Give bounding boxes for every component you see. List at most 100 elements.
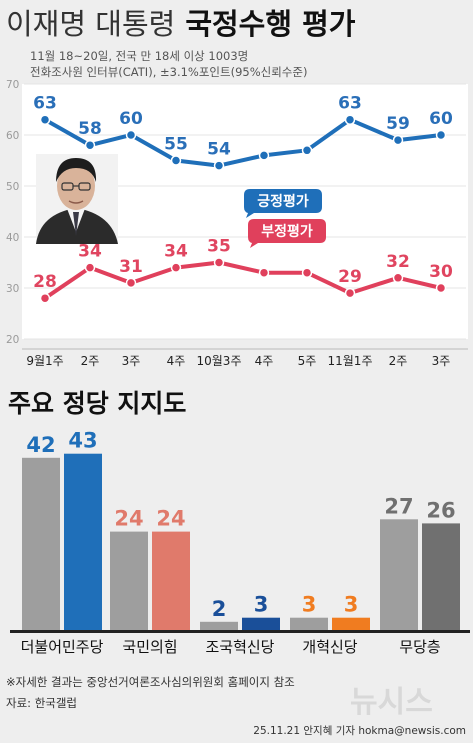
positive-point — [344, 114, 356, 125]
legend-positive: 긍정평가 — [244, 189, 322, 218]
positive-data-label: 55 — [164, 135, 188, 155]
positive-point — [213, 160, 225, 171]
bar-value-label: 3 — [302, 593, 317, 617]
positive-data-label: 54 — [207, 140, 231, 160]
bar-value-label: 3 — [344, 593, 359, 617]
x-tick-label: 4주 — [255, 354, 274, 368]
survey-line-2: 전화조사원 인터뷰(CATI), ±3.1%포인트(95%신뢰수준) — [30, 65, 307, 79]
x-tick-label: 4주 — [167, 354, 186, 368]
bar-value-label: 2 — [212, 597, 227, 621]
footer-credit: 25.11.21 안지혜 기자 hokma@newsis.com — [253, 725, 466, 737]
negative-data-label: 32 — [386, 252, 410, 272]
positive-point — [170, 155, 182, 166]
legend-positive-swatch — [244, 189, 322, 218]
negative-data-label: 30 — [429, 262, 453, 282]
negative-data-label: 34 — [78, 242, 102, 262]
bar — [422, 523, 460, 630]
negative-point — [84, 262, 96, 273]
positive-series-line — [44, 117, 442, 168]
x-tick-label: 2주 — [81, 354, 100, 368]
positive-data-label: 60 — [119, 109, 143, 129]
negative-point — [170, 262, 182, 273]
positive-data-label: 59 — [386, 114, 410, 134]
x-tick-label: 5주 — [298, 354, 317, 368]
y-tick-label: 60 — [6, 130, 19, 142]
bar-baseline — [10, 630, 470, 633]
bar — [22, 457, 60, 630]
legend-negative: 부정평가 — [248, 219, 326, 248]
negative-data-label: 35 — [207, 237, 231, 257]
positive-data-label: 58 — [78, 119, 102, 139]
legend-negative-swatch — [248, 219, 326, 248]
negative-series-line — [43, 260, 442, 300]
x-tick-label: 10월3주 — [197, 354, 242, 368]
legend-negative-label: 부정평가 — [261, 223, 313, 240]
bar-value-label: 24 — [156, 507, 185, 531]
party-name-label: 조국혁신당 — [205, 638, 274, 656]
series-points — [39, 114, 447, 304]
bar — [332, 617, 370, 630]
party-name-label: 무당층 — [399, 638, 440, 656]
y-tick-label: 50 — [6, 181, 19, 193]
party-name-label: 더불어민주당 — [21, 638, 104, 656]
negative-point — [344, 287, 356, 299]
bar — [242, 617, 280, 630]
party-support-title: 주요 정당 지지도 — [8, 389, 186, 418]
negative-data-label: 31 — [119, 257, 143, 277]
bar — [200, 621, 238, 630]
footer: ※자세한 결과는 중앙선거여론조사심의위원회 홈페이지 참조 자료: 한국갤럽 … — [6, 675, 466, 737]
positive-data-label: 63 — [33, 94, 57, 114]
legend-positive-label: 긍정평가 — [257, 193, 309, 210]
x-tick-label: 9월1주 — [26, 354, 63, 368]
footer-source: 자료: 한국갤럽 — [6, 696, 77, 710]
x-axis: 9월1주 2주 3주 4주 10월3주 4주 5주 11월1주 2주 3주 — [22, 348, 468, 368]
bar — [380, 519, 418, 630]
positive-point — [435, 129, 447, 141]
footer-note: ※자세한 결과는 중앙선거여론조사심의위원회 홈페이지 참조 — [6, 675, 295, 689]
bar-value-label: 43 — [68, 429, 97, 453]
negative-point — [125, 277, 137, 289]
positive-point — [301, 145, 313, 156]
negative-point — [39, 292, 51, 304]
bar — [110, 531, 148, 630]
positive-data-label: 60 — [429, 109, 453, 129]
president-portrait — [36, 154, 118, 244]
party-name-label: 국민의힘 — [122, 638, 177, 656]
negative-data-label: 34 — [164, 242, 188, 262]
series-labels: 63 58 60 55 54 63 59 60 28 34 31 34 35 29 32 30 — [33, 94, 453, 293]
negative-point — [301, 267, 313, 278]
approval-line-chart: 70 60 50 40 30 20 9월1주 2주 3주 4주 10월3주 4주 5주 11월1주 2주 3… — [6, 79, 468, 368]
x-tick-label: 11월1주 — [328, 354, 373, 368]
positive-point — [258, 150, 270, 161]
negative-point — [435, 282, 447, 294]
positive-data-label: 63 — [338, 94, 362, 114]
survey-line-1: 11월 18~20일, 전국 만 18세 이상 1003명 — [30, 49, 248, 63]
newsis-watermark: 뉴시스 — [350, 685, 433, 720]
y-tick-label: 40 — [6, 232, 19, 244]
negative-data-label: 29 — [338, 267, 362, 287]
positive-point — [84, 139, 96, 151]
party-name-label: 개혁신당 — [302, 638, 357, 656]
series-lines — [43, 117, 442, 300]
negative-point — [213, 257, 225, 268]
bar-value-label: 26 — [426, 498, 455, 522]
negative-data-label: 28 — [33, 272, 57, 292]
positive-point — [125, 129, 137, 141]
title-prefix: 이재명 대통령 국정수행 평가 — [6, 7, 356, 41]
header: 이재명 대통령 국정수행 평가 11월 18~20일, 전국 만 18세 이상 1… — [6, 7, 356, 79]
y-tick-label: 70 — [6, 79, 19, 91]
bar-value-label: 27 — [384, 494, 413, 518]
negative-point — [258, 267, 270, 278]
positive-point — [392, 134, 404, 146]
x-tick-label: 3주 — [122, 354, 141, 368]
bar — [64, 453, 102, 630]
bar-value-label: 42 — [26, 433, 55, 457]
x-tick-label: 2주 — [389, 354, 408, 368]
y-tick-label: 30 — [6, 283, 19, 295]
bar-value-label: 3 — [254, 593, 269, 617]
bar — [290, 617, 328, 630]
party-support-bar-chart: 42 43 더불어민주당 24 24 국민의힘 2 3 조국혁신당 3 3 개혁신당 27 26 무당층 — [10, 429, 470, 656]
bar-value-label: 24 — [114, 507, 143, 531]
positive-point — [39, 114, 51, 125]
